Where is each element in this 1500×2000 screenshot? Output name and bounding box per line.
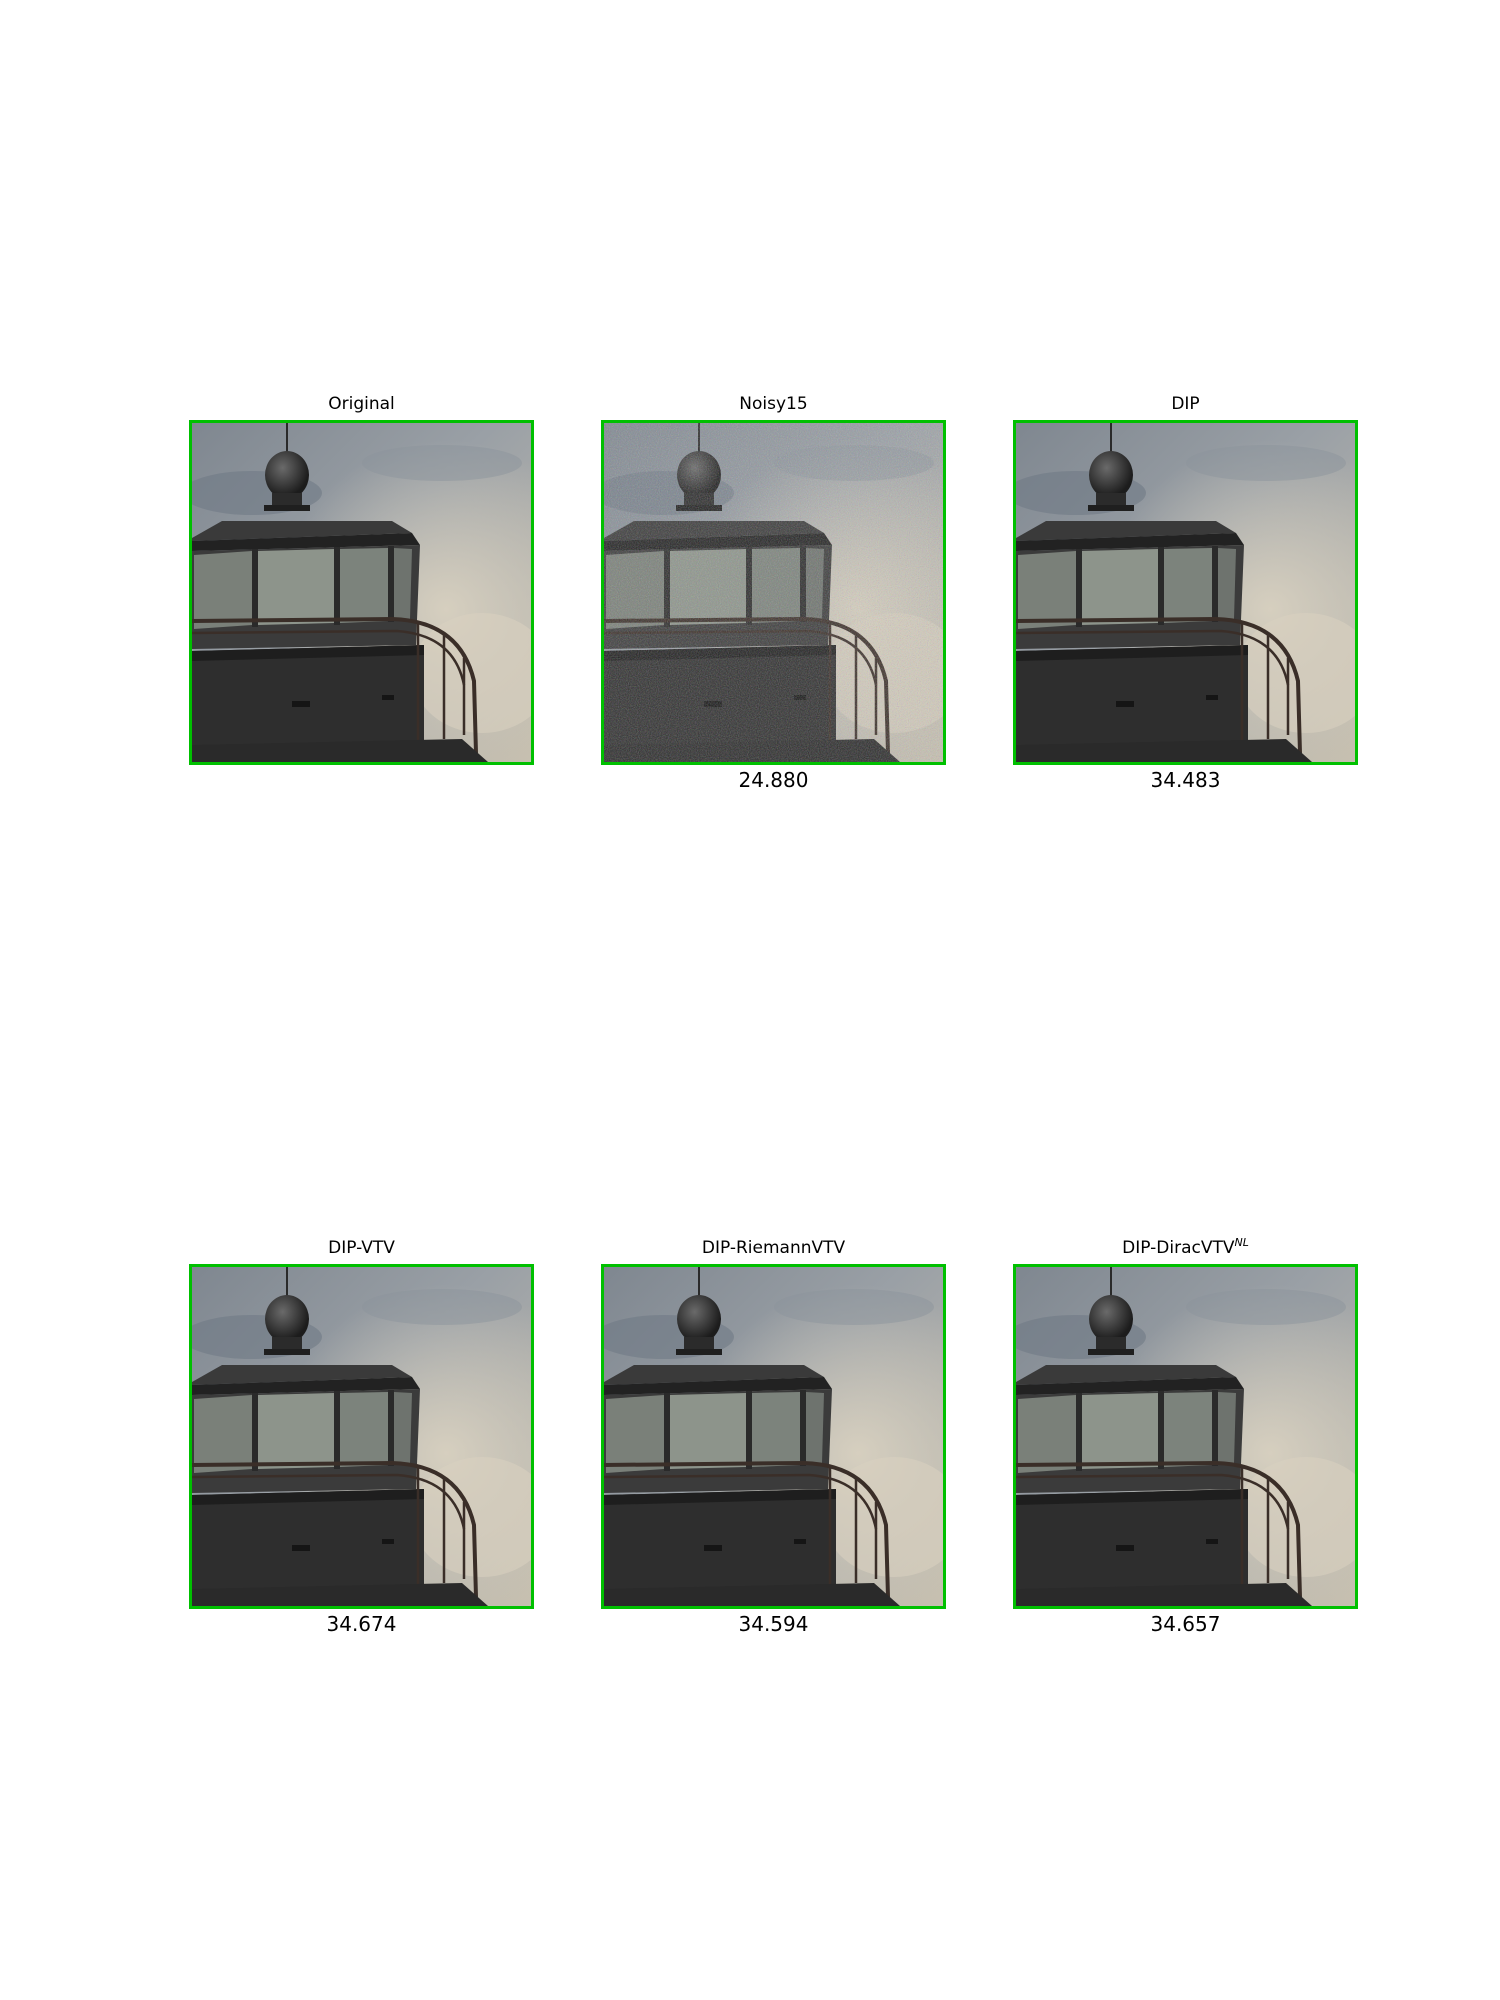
panel-title: DIP-RiemannVTV [701, 1238, 846, 1258]
lighthouse-image-dip-riemannvtv [601, 1264, 946, 1609]
lighthouse-image-dip [1013, 420, 1358, 765]
psnr-value: 34.594 [738, 1612, 809, 1636]
panel-title: Original [328, 394, 395, 414]
lighthouse-image-dip-vtv [189, 1264, 534, 1609]
panel-title: DIP-DiracVTVNL [1122, 1236, 1249, 1258]
panel-title: DIP-VTV [328, 1238, 395, 1258]
title-superscript: NL [1234, 1236, 1249, 1249]
panel-title: DIP [1171, 394, 1200, 414]
psnr-value: 34.483 [1150, 768, 1221, 792]
psnr-value: 34.657 [1150, 1612, 1221, 1636]
psnr-value: 34.674 [326, 1612, 397, 1636]
lighthouse-image-dip-diracvtv-nl [1013, 1264, 1358, 1609]
psnr-value: 24.880 [738, 768, 809, 792]
lighthouse-image-noisy15 [601, 420, 946, 765]
lighthouse-image-original [189, 420, 534, 765]
panel-title: Noisy15 [739, 394, 808, 414]
